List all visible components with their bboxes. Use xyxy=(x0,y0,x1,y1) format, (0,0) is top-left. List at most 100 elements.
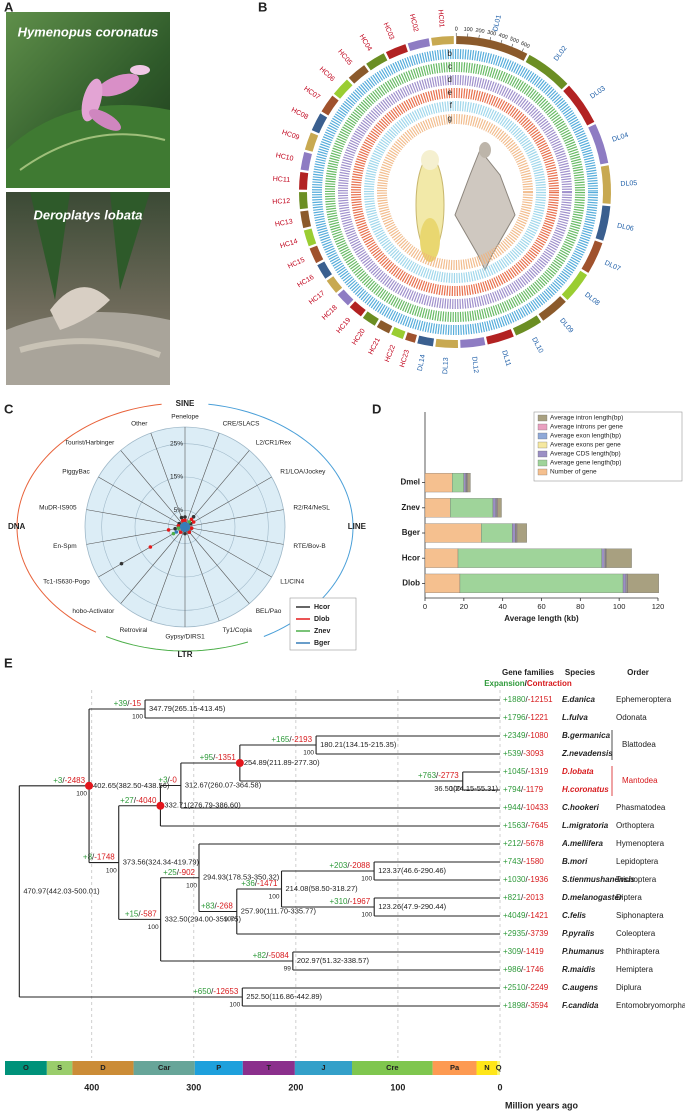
chromosome-arc xyxy=(405,332,417,343)
track-letter: f xyxy=(450,101,453,110)
track-letter: b xyxy=(448,49,453,58)
y-tick-label: Dmel xyxy=(400,478,420,487)
loss: -1746 xyxy=(523,965,544,974)
loss: -2773 xyxy=(438,771,459,780)
x-tick-label: 300 xyxy=(186,1082,201,1092)
node-age: 332.71(276.79-386.60) xyxy=(164,801,241,810)
track-letter: e xyxy=(448,88,453,97)
chromosome-label: HC15 xyxy=(287,257,306,271)
spoke xyxy=(184,526,284,545)
period xyxy=(476,1061,498,1075)
loss: -1179 xyxy=(523,785,543,794)
chromosome-arc xyxy=(563,85,595,126)
x-tick-label: 20 xyxy=(460,602,468,611)
gain: +821 xyxy=(503,893,522,902)
y-tick-label: Hcor xyxy=(402,553,420,562)
chromosome-label: DL14 xyxy=(417,354,427,372)
category-label: Other xyxy=(131,420,148,427)
species-name: C.hookeri xyxy=(562,803,600,812)
separator: / xyxy=(525,713,528,722)
loss: -0 xyxy=(170,776,178,785)
chromosome-arc xyxy=(349,301,366,317)
chromosome-label: HC13 xyxy=(274,218,293,228)
legend-label: Hcor xyxy=(314,604,330,611)
category-label: Retroviral xyxy=(120,627,148,634)
x-axis-title: Average length (kb) xyxy=(504,614,579,623)
bootstrap: 100 xyxy=(186,882,197,889)
loss: -7645 xyxy=(528,821,549,830)
x-tick-label: 40 xyxy=(498,602,506,611)
loss: -902 xyxy=(179,868,196,877)
chromosome-arc xyxy=(435,338,459,348)
legend-swatch xyxy=(537,423,548,431)
bar-segment xyxy=(606,548,632,568)
order-name: Phthiraptera xyxy=(616,947,660,956)
separator: / xyxy=(347,897,350,906)
period xyxy=(432,1061,477,1075)
chromosome-arc xyxy=(595,205,611,241)
order-name: Diplura xyxy=(616,983,642,992)
loss: -12151 xyxy=(528,695,553,704)
species-name: B.mori xyxy=(562,857,588,866)
separator: / xyxy=(525,767,528,776)
bar-segment xyxy=(424,472,453,493)
bootstrap: 100 xyxy=(148,924,159,931)
separator: / xyxy=(168,776,171,785)
chromosome-arc xyxy=(311,113,328,134)
chromosome-arc xyxy=(512,315,542,336)
chromosome-label: DL06 xyxy=(616,223,634,233)
radar-point xyxy=(182,522,186,526)
tick-mark xyxy=(521,48,524,52)
separator: / xyxy=(525,679,528,688)
x-tick-label: 100 xyxy=(613,602,626,611)
branch-change: +27/-4040 xyxy=(120,796,157,805)
order-name: Blattodea xyxy=(622,740,656,749)
radar-point xyxy=(187,520,192,524)
spoke xyxy=(150,432,186,528)
category-label: Ty1/Copia xyxy=(223,627,253,634)
category-label: Tc1-IS630-Pogo xyxy=(43,579,90,586)
period xyxy=(352,1061,433,1075)
species-name: B.germanica xyxy=(562,731,611,740)
loss: -2483 xyxy=(65,776,86,785)
loss: -2013 xyxy=(523,893,544,902)
spoke xyxy=(98,476,186,528)
separator: / xyxy=(215,902,218,911)
tick-label: 0 xyxy=(455,26,458,32)
tick-label: 300 xyxy=(486,30,496,38)
gain: +1045 xyxy=(503,767,526,776)
separator: / xyxy=(134,796,137,805)
separator: / xyxy=(62,776,65,785)
period-label: O xyxy=(23,1063,29,1072)
bar-segment xyxy=(424,548,459,568)
contraction: Contraction xyxy=(527,679,572,688)
gene-family-change: +4049/-1421 xyxy=(503,911,549,920)
separator: / xyxy=(127,699,130,708)
chromosome-arc xyxy=(456,36,528,61)
track-ring xyxy=(364,101,546,283)
radar-point xyxy=(180,518,185,523)
chromosome-label: HC10 xyxy=(275,152,294,162)
loss: -3739 xyxy=(528,929,549,938)
chromosome-label: HC19 xyxy=(336,317,353,335)
gene-family-change: +2349/-1080 xyxy=(503,731,549,740)
legend-label: Average introns per gene xyxy=(550,424,623,431)
period xyxy=(46,1061,73,1075)
chromosome-label: HC02 xyxy=(408,13,419,32)
photo-caption: Hymenopus coronatus xyxy=(18,24,159,39)
legend-box xyxy=(533,411,683,482)
gene-family-change: +944/-10433 xyxy=(503,803,549,812)
loss: -1221 xyxy=(528,713,549,722)
branch-change: +15/-587 xyxy=(125,909,157,918)
radar-point xyxy=(189,517,194,522)
chromosome-arc xyxy=(326,276,343,293)
bootstrap: 100 xyxy=(76,791,87,798)
chromosome-arc xyxy=(538,296,566,321)
node-age: 254.89(211.89-277.30) xyxy=(244,758,320,767)
category-label: RTE/Bov-B xyxy=(293,543,325,550)
branch-change: +3/-2483 xyxy=(53,776,85,785)
gain: +203 xyxy=(329,861,348,870)
node-age: 257.90(111.70-335.77) xyxy=(241,906,317,915)
gain: +39 xyxy=(114,699,128,708)
branch-change: +95/-1351 xyxy=(200,753,237,762)
